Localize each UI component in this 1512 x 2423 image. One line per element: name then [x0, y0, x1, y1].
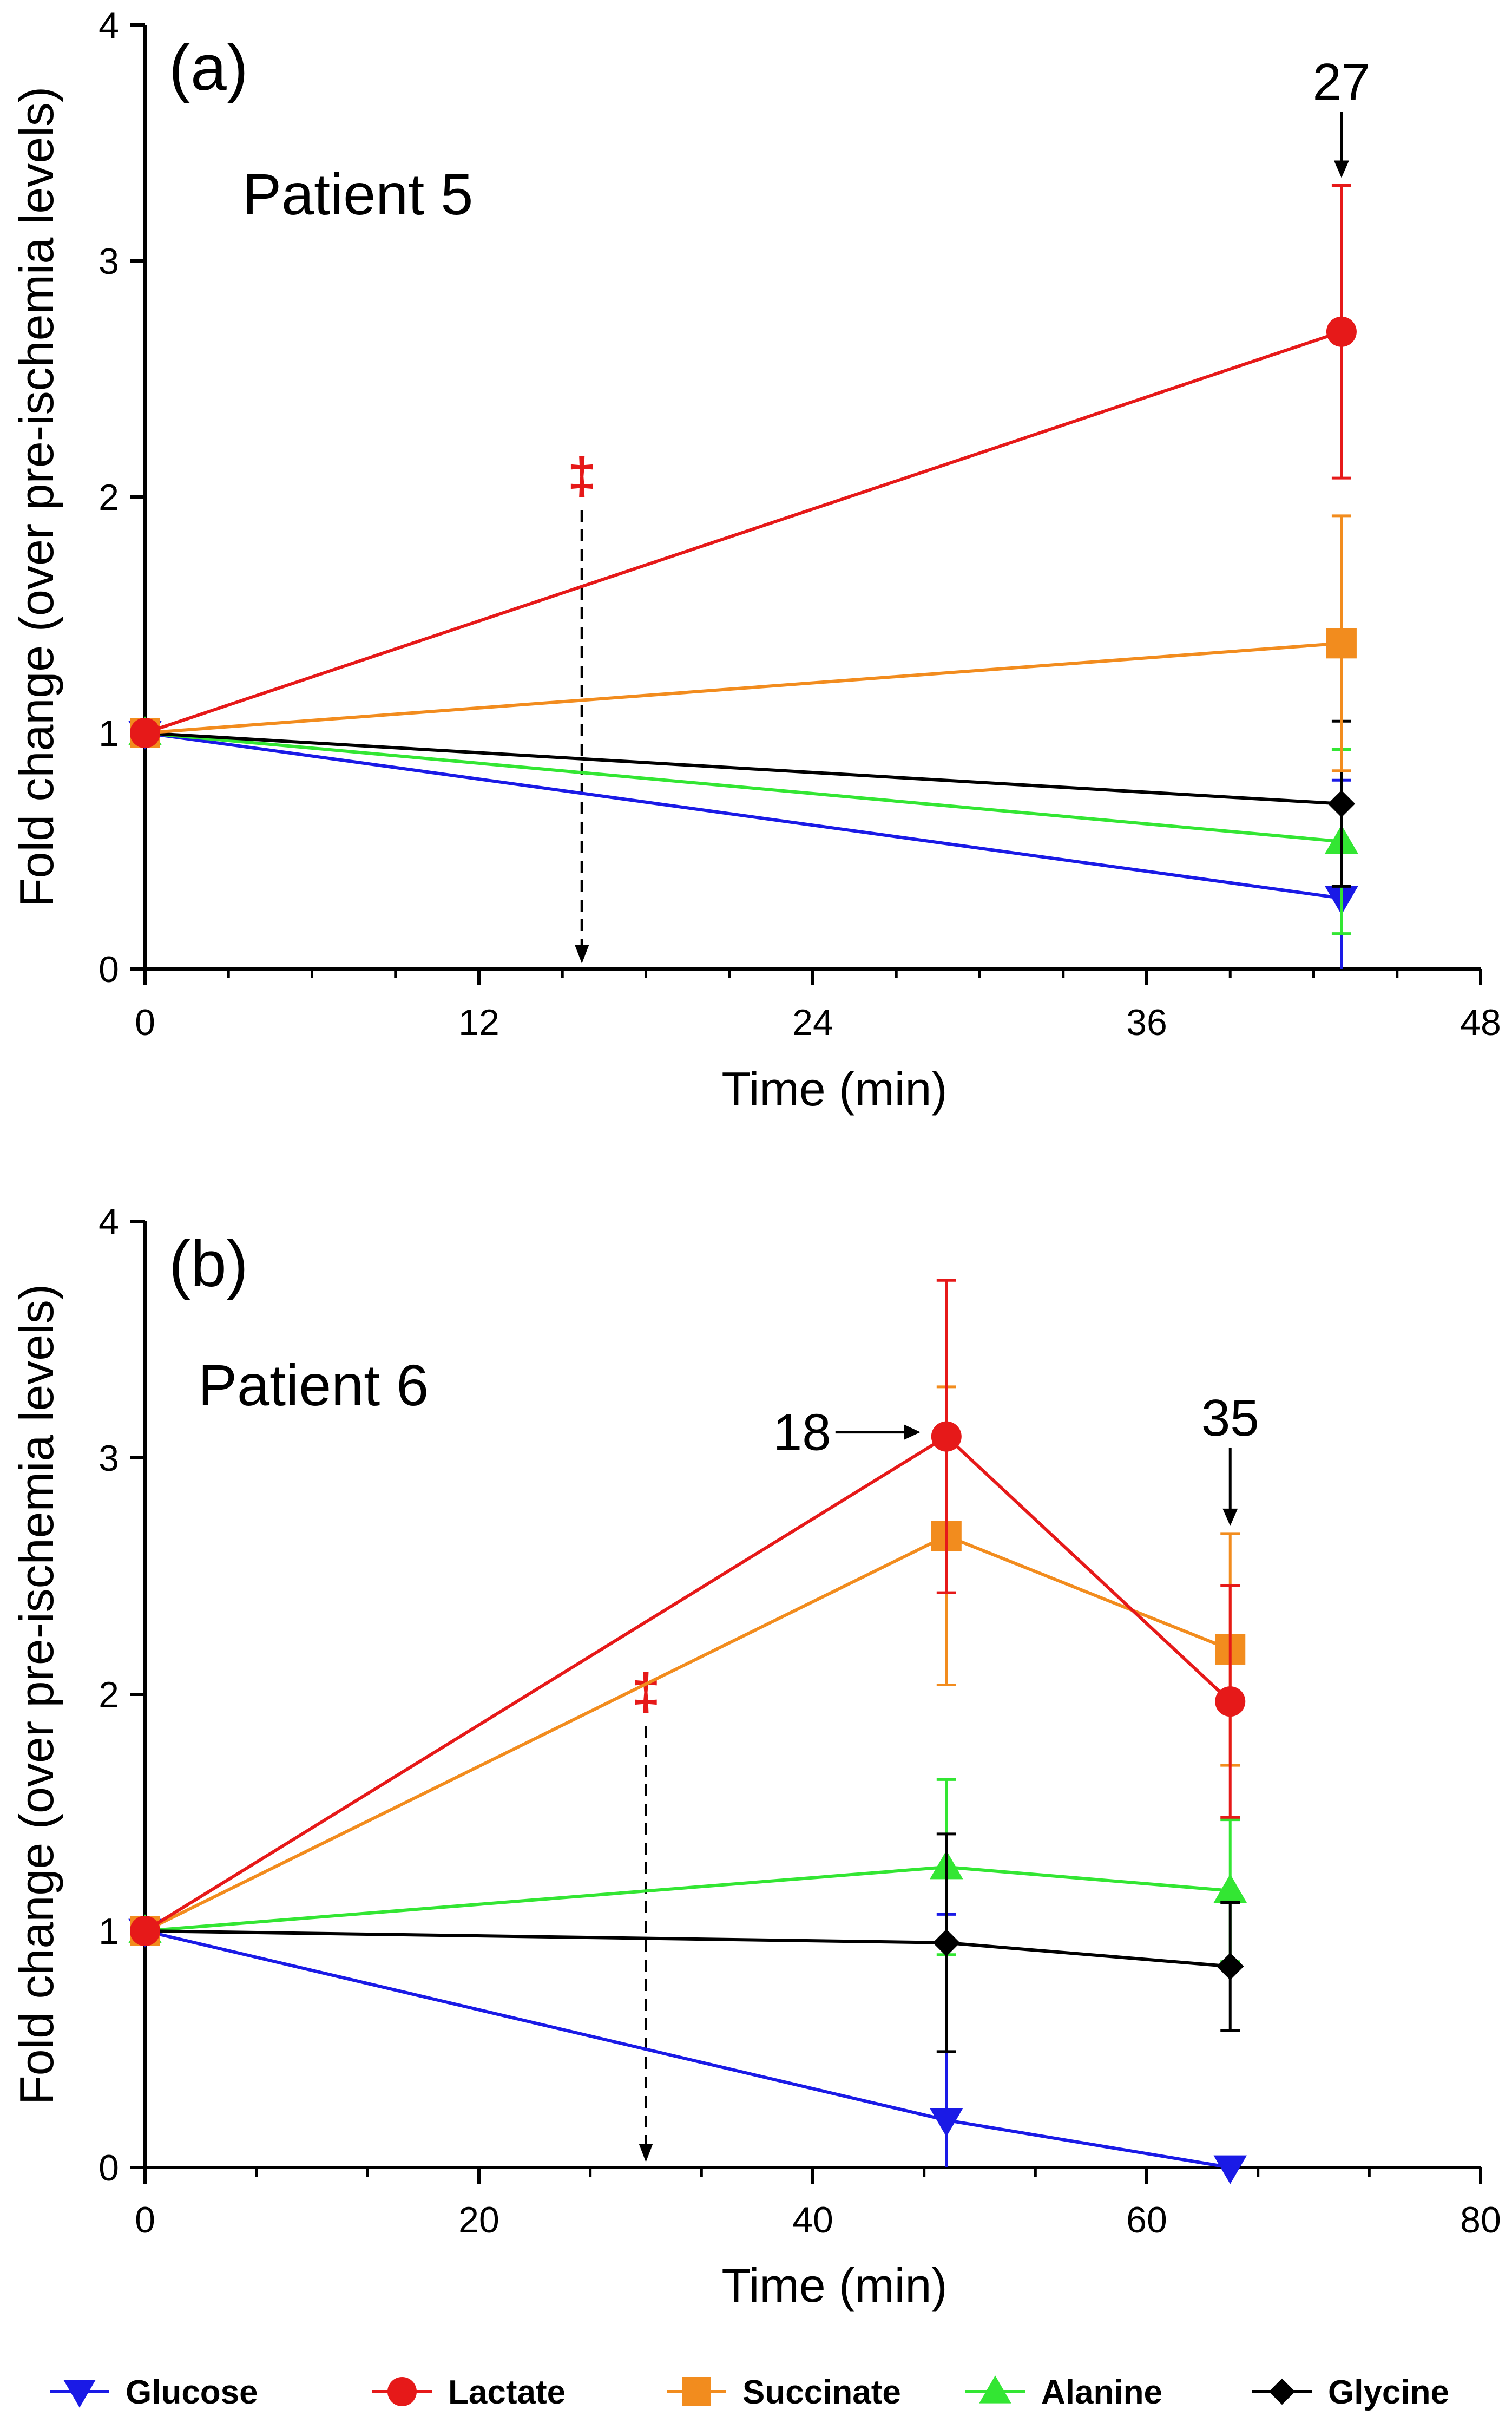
data-point — [931, 1421, 962, 1452]
double-dagger-marker: ‡ — [632, 1663, 660, 1721]
panel-label: (a) — [169, 31, 248, 104]
legend: Glucose Lactate Succinate Alanine Glycine — [50, 2374, 1449, 2411]
x-axis-label: Time (min) — [721, 1062, 947, 1116]
data-point — [1326, 628, 1357, 659]
series-succinate — [130, 1385, 1246, 1946]
data-point — [1327, 790, 1356, 817]
double-dagger-marker: ‡ — [568, 447, 596, 505]
y-tick-label: 3 — [98, 241, 119, 282]
data-point — [1217, 1953, 1244, 1980]
data-point — [1213, 1874, 1247, 1903]
legend-marker — [682, 2377, 711, 2406]
y-tick-label: 0 — [98, 2147, 119, 2189]
series-line — [144, 731, 1342, 900]
data-point — [130, 1916, 160, 1946]
legend-entry-glucose: Glucose — [50, 2374, 258, 2411]
x-tick-label: 0 — [135, 1002, 155, 1043]
y-tick-label: 1 — [98, 1911, 119, 1952]
y-tick-label: 4 — [98, 5, 119, 46]
x-tick-label: 0 — [135, 2199, 155, 2241]
y-tick-label: 2 — [98, 477, 119, 518]
series-lactate — [130, 1279, 1246, 1946]
legend-label: Alanine — [1041, 2374, 1162, 2411]
x-tick-label: 24 — [792, 1002, 833, 1043]
series-line — [144, 1929, 1231, 1968]
x-tick-label: 48 — [1460, 1002, 1501, 1043]
series-line — [144, 330, 1342, 735]
data-point — [1213, 2155, 1247, 2184]
callout-arrow-head — [1333, 160, 1349, 178]
x-tick-label: 40 — [792, 2199, 833, 2241]
y-tick-label: 4 — [98, 1201, 119, 1242]
x-tick-label: 60 — [1126, 2199, 1167, 2241]
x-tick-label: 80 — [1460, 2199, 1501, 2241]
panel-label: (b) — [169, 1228, 248, 1300]
x-tick-label: 36 — [1126, 1002, 1167, 1043]
series-line — [144, 1865, 1231, 1933]
x-tick-label: 12 — [458, 1002, 499, 1043]
callout-label: 35 — [1201, 1389, 1259, 1447]
legend-marker — [63, 2380, 96, 2408]
legend-marker — [387, 2377, 417, 2406]
series-glucose — [128, 721, 1358, 969]
series-line — [144, 1434, 1232, 1933]
series-line — [144, 731, 1342, 843]
data-point — [930, 2108, 963, 2137]
dashed-arrow-head — [639, 2144, 653, 2162]
legend-label: Glucose — [126, 2374, 258, 2411]
callout-label: 18 — [773, 1404, 831, 1462]
callout-label: 27 — [1313, 53, 1371, 111]
callout-arrow-head — [1222, 1508, 1238, 1526]
data-point — [130, 718, 160, 748]
legend-entry-alanine: Alanine — [965, 2374, 1162, 2411]
series-glycine — [131, 1832, 1244, 2053]
y-tick-label: 2 — [98, 1674, 119, 1715]
legend-entry-lactate: Lactate — [372, 2374, 566, 2411]
y-axis-label: Fold change (over pre-ischemia levels) — [10, 1284, 63, 2105]
series-succinate — [130, 514, 1357, 772]
y-axis-label: Fold change (over pre-ischemia levels) — [10, 87, 63, 907]
callout-arrow-head — [904, 1424, 921, 1440]
y-tick-label: 1 — [98, 713, 119, 754]
legend-label: Lactate — [448, 2374, 566, 2411]
y-tick-label: 0 — [98, 949, 119, 990]
legend-entry-succinate: Succinate — [667, 2374, 901, 2411]
patient-annotation: Patient 6 — [198, 1352, 429, 1418]
series-alanine — [128, 716, 1358, 935]
x-tick-label: 20 — [458, 2199, 499, 2241]
dashed-arrow-head — [575, 945, 589, 964]
y-tick-label: 3 — [98, 1438, 119, 1479]
series-line — [144, 731, 1342, 806]
legend-entry-glycine: Glycine — [1252, 2374, 1449, 2411]
legend-label: Glycine — [1328, 2374, 1449, 2411]
series-line — [144, 641, 1342, 735]
data-point — [932, 1929, 960, 1957]
data-point — [1215, 1686, 1246, 1717]
legend-label: Succinate — [742, 2374, 901, 2411]
legend-marker — [1268, 2378, 1296, 2405]
legend-marker — [979, 2375, 1011, 2404]
x-axis-label: Time (min) — [721, 2258, 947, 2312]
series-glycine — [131, 719, 1356, 888]
series-lactate — [130, 184, 1357, 748]
data-point — [1326, 316, 1357, 347]
patient-annotation: Patient 5 — [242, 161, 473, 227]
series-line — [144, 1929, 1231, 2169]
